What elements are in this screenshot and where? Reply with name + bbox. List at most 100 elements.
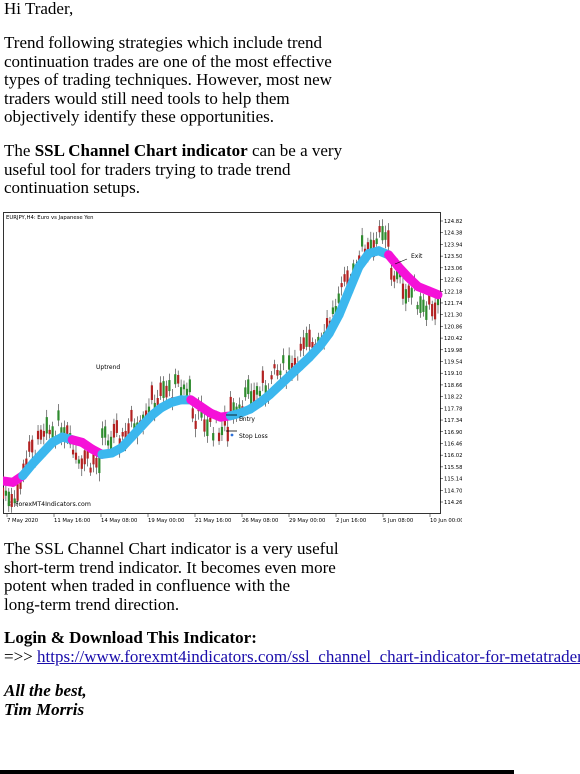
candle-body bbox=[77, 459, 81, 464]
paragraph-line: useful tool for traders trying to trade … bbox=[4, 159, 291, 179]
candle-body bbox=[212, 433, 215, 441]
candle-body bbox=[121, 432, 124, 437]
candle-body bbox=[381, 226, 384, 241]
candle-body bbox=[220, 426, 224, 436]
candle-body bbox=[369, 239, 372, 250]
candle-body bbox=[299, 343, 302, 351]
x-tick-label: 29 May 00:00 bbox=[289, 518, 326, 524]
candle-body bbox=[331, 307, 334, 315]
candle-body bbox=[42, 430, 45, 437]
candle-body bbox=[378, 226, 381, 233]
candle-body bbox=[16, 484, 19, 501]
paragraph-line: potent when traded in confluence with th… bbox=[4, 576, 291, 595]
uptrend-label: Uptrend bbox=[96, 364, 120, 371]
candle-body bbox=[115, 420, 118, 433]
candle-body bbox=[238, 404, 241, 409]
candle-body bbox=[282, 355, 285, 364]
candle-body bbox=[366, 242, 370, 255]
candle-body bbox=[410, 288, 413, 298]
exit-label: Exit bbox=[411, 253, 423, 260]
stop-loss-dot bbox=[230, 433, 234, 437]
candle-body bbox=[31, 439, 34, 453]
candle-body bbox=[209, 417, 212, 422]
candle-body bbox=[36, 430, 40, 440]
candle-body bbox=[194, 420, 197, 429]
candle-body bbox=[340, 283, 343, 288]
y-tick-label: 123.060 bbox=[444, 266, 462, 272]
candle-body bbox=[104, 426, 107, 438]
y-tick-label: 116.900 bbox=[444, 430, 462, 436]
y-tick-label: 123.940 bbox=[444, 242, 462, 248]
greeting: Hi Trader, bbox=[4, 0, 74, 18]
paragraph-suffix: can be a very bbox=[247, 141, 343, 160]
candle-body bbox=[107, 440, 110, 446]
y-tick-label: 121.740 bbox=[444, 301, 462, 307]
paragraph-line: The SSL Channel Chart indicator can be a… bbox=[4, 141, 343, 161]
candle-body bbox=[10, 494, 13, 507]
signoff: All the best, bbox=[4, 681, 87, 700]
candle-body bbox=[179, 387, 183, 396]
candle-body bbox=[159, 382, 162, 397]
candle-body bbox=[422, 299, 425, 312]
candle-body bbox=[407, 285, 410, 298]
x-tick-label: 10 Jun 00:00 bbox=[430, 518, 462, 524]
candle-body bbox=[217, 432, 221, 442]
candle-body bbox=[188, 379, 191, 393]
candle-body bbox=[270, 375, 273, 380]
candle-body bbox=[95, 457, 98, 468]
paragraph-line: continuation trades are one of the most … bbox=[4, 51, 332, 71]
candle-body bbox=[288, 355, 291, 370]
candle-body bbox=[293, 357, 297, 366]
candle-body bbox=[177, 375, 180, 384]
y-tick-label: 117.340 bbox=[444, 418, 462, 424]
entry-label: Entry bbox=[239, 416, 255, 423]
candle-body bbox=[174, 374, 177, 385]
chart-header: EURJPY,H4: Euro vs Japanese Yen bbox=[6, 215, 93, 221]
x-tick-label: 14 May 08:00 bbox=[101, 518, 138, 524]
candle-body bbox=[150, 385, 153, 400]
candle-body bbox=[393, 275, 396, 282]
y-tick-label: 119.980 bbox=[444, 348, 462, 354]
candle-body bbox=[343, 274, 346, 282]
candle-body bbox=[346, 270, 349, 287]
y-tick-label: 124.820 bbox=[444, 219, 462, 225]
candle-body bbox=[127, 423, 130, 439]
y-tick-label: 120.860 bbox=[444, 324, 462, 330]
y-tick-label: 118.660 bbox=[444, 383, 462, 389]
candle-body bbox=[130, 409, 133, 422]
y-tick-label: 119.540 bbox=[444, 360, 462, 366]
y-tick-label: 117.780 bbox=[444, 406, 462, 412]
y-tick-label: 115.140 bbox=[444, 477, 462, 483]
chart-plot-area bbox=[3, 212, 441, 514]
y-tick-label: 124.380 bbox=[444, 231, 462, 237]
download-link[interactable]: https://www.forexmt4indicators.com/ssl_c… bbox=[37, 646, 580, 666]
paragraph-line: traders would still need tools to help t… bbox=[4, 88, 290, 108]
chart-watermark: © ForexMT4Indicators.com bbox=[7, 500, 91, 508]
indicator-name: SSL Channel Chart indicator bbox=[34, 141, 248, 160]
candle-body bbox=[325, 318, 329, 331]
y-tick-label: 123.500 bbox=[444, 254, 462, 260]
paragraph-line: Trend following strategies which include… bbox=[4, 33, 323, 52]
candle-body bbox=[252, 390, 256, 405]
y-tick-label: 122.180 bbox=[444, 289, 462, 295]
candle-body bbox=[92, 454, 95, 465]
candle-body bbox=[436, 297, 440, 306]
candle-body bbox=[431, 304, 434, 317]
candle-body bbox=[317, 336, 320, 343]
candle-body bbox=[247, 379, 250, 395]
candle-body bbox=[39, 429, 43, 440]
candle-body bbox=[308, 329, 311, 347]
y-tick-label: 122.620 bbox=[444, 278, 462, 284]
candle-body bbox=[276, 370, 279, 376]
paragraph-line: long-term trend direction. bbox=[4, 594, 180, 614]
candle-body bbox=[28, 441, 31, 452]
candle-body bbox=[45, 417, 48, 434]
candle-body bbox=[156, 398, 159, 407]
footer-bar bbox=[0, 770, 514, 774]
y-tick-label: 116.460 bbox=[444, 441, 462, 447]
paragraph-line: objectively identify these opportunities… bbox=[4, 107, 275, 126]
candle-body bbox=[83, 450, 86, 465]
candle-body bbox=[255, 386, 259, 395]
paragraph-prefix: The bbox=[4, 141, 35, 160]
x-tick-label: 19 May 00:00 bbox=[148, 518, 185, 524]
